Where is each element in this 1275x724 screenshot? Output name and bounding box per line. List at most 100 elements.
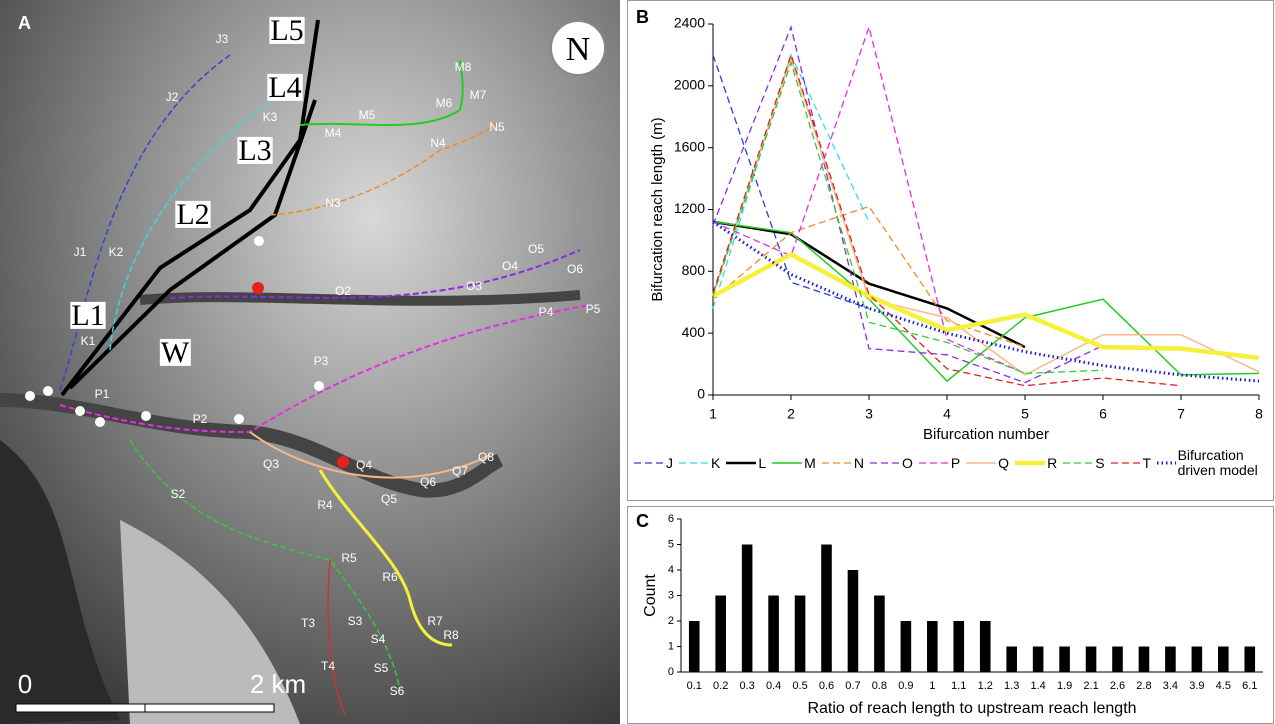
x-tick-label: 3.9 <box>1189 680 1204 692</box>
bar <box>821 545 832 673</box>
y-tick-label: 2 <box>668 615 674 627</box>
channel-label: N3 <box>325 196 341 210</box>
series-line <box>713 222 1025 347</box>
map-marker <box>252 282 264 294</box>
channel-label: O6 <box>567 262 583 276</box>
x-tick-label: 8 <box>1255 406 1263 422</box>
legend: JKLMNOPQRSTBifurcation driven model <box>634 448 1270 478</box>
map-panel: N A 0 2 km L5L4L3L2L1WJ3J2J1K3K2K1M8M7M6… <box>0 0 620 724</box>
channel-label: Q3 <box>263 457 279 471</box>
series-line <box>713 27 1025 373</box>
x-tick-label: 1.2 <box>978 680 993 692</box>
channel-label: P2 <box>193 412 208 426</box>
series-line <box>713 63 1103 374</box>
panel-label: B <box>636 7 649 27</box>
reach-label: L3 <box>238 134 271 167</box>
channel-label: S5 <box>374 661 389 675</box>
map-marker <box>141 411 151 421</box>
x-tick-label: 2.6 <box>1110 680 1125 692</box>
legend-label: O <box>902 456 913 471</box>
legend-item: K <box>679 456 720 471</box>
channel-label: R5 <box>341 551 357 565</box>
x-tick-label: 0.8 <box>872 680 887 692</box>
map-marker <box>234 414 244 424</box>
channel-label: R7 <box>427 614 443 628</box>
x-tick-label: 0.4 <box>766 680 781 692</box>
legend-swatch <box>726 458 756 468</box>
legend-item: O <box>870 456 913 471</box>
legend-item: S <box>1063 456 1104 471</box>
channel-label: M6 <box>436 96 453 110</box>
channel-label: J1 <box>74 245 87 259</box>
channel-label: O4 <box>502 259 518 273</box>
series-line <box>713 58 1259 375</box>
bar <box>1112 647 1123 673</box>
legend-label: Q <box>998 456 1009 471</box>
x-tick-label: 1 <box>929 680 935 692</box>
channel-label: K1 <box>81 334 96 348</box>
bar <box>1086 647 1097 673</box>
legend-swatch <box>1063 458 1093 468</box>
x-tick-label: 1.9 <box>1057 680 1072 692</box>
bar <box>1192 647 1203 673</box>
legend-swatch <box>634 458 664 468</box>
x-tick-label: 6 <box>1099 406 1107 422</box>
x-tick-label: 0.6 <box>819 680 834 692</box>
legend-swatch <box>822 458 852 468</box>
channel-label: P3 <box>314 354 329 368</box>
bar <box>1244 647 1255 673</box>
x-tick-label: 6.1 <box>1242 680 1257 692</box>
legend-swatch <box>870 458 900 468</box>
reach-label: L1 <box>71 299 104 332</box>
series-line <box>713 222 1259 381</box>
x-tick-label: 1.4 <box>1030 680 1045 692</box>
bar <box>689 621 700 672</box>
channel-label: N4 <box>430 136 446 150</box>
y-tick-label: 0 <box>668 666 674 678</box>
bar <box>1033 647 1044 673</box>
panel-frame <box>628 507 1274 724</box>
map-marker <box>337 456 349 468</box>
legend-item: L <box>726 456 766 471</box>
channel-label: Q7 <box>452 464 468 478</box>
series-line <box>713 55 1181 386</box>
bar <box>768 596 779 673</box>
scale-label: 0 <box>18 669 32 699</box>
legend-swatch <box>772 458 802 468</box>
legend-swatch <box>1111 458 1141 468</box>
x-tick-label: 0.1 <box>687 680 702 692</box>
map-marker <box>75 406 85 416</box>
legend-item: Bifurcation driven model <box>1157 448 1270 478</box>
series-line <box>713 206 1025 347</box>
x-tick-label: 4.5 <box>1216 680 1231 692</box>
bar <box>901 621 912 672</box>
x-tick-label: 1.3 <box>1004 680 1019 692</box>
channel-label: T4 <box>321 659 335 673</box>
channel-label: M5 <box>359 108 376 122</box>
bar <box>795 596 806 673</box>
channel-label: R4 <box>317 498 333 512</box>
x-axis-label: Bifurcation number <box>923 426 1049 443</box>
y-tick-label: 2400 <box>674 15 705 31</box>
y-tick-label: 400 <box>682 324 706 340</box>
legend-label: R <box>1047 456 1057 471</box>
reach-label: W <box>161 336 190 369</box>
bar <box>848 570 859 672</box>
channel-label: N5 <box>489 120 505 134</box>
legend-swatch <box>919 458 949 468</box>
y-tick-label: 4 <box>668 564 674 576</box>
legend-label: S <box>1095 456 1104 471</box>
x-tick-label: 7 <box>1177 406 1185 422</box>
channel-label: P5 <box>586 302 601 316</box>
legend-item: T <box>1111 456 1152 471</box>
channel-label: S4 <box>371 632 386 646</box>
series-line <box>713 55 869 309</box>
channel-label: K3 <box>263 110 278 124</box>
y-tick-label: 800 <box>682 262 706 278</box>
legend-label: P <box>951 456 960 471</box>
scale-label: 2 km <box>250 669 306 699</box>
x-tick-label: 0.3 <box>739 680 754 692</box>
y-tick-label: 3 <box>668 589 674 601</box>
bar <box>953 621 964 672</box>
channel-label: R8 <box>443 628 459 642</box>
